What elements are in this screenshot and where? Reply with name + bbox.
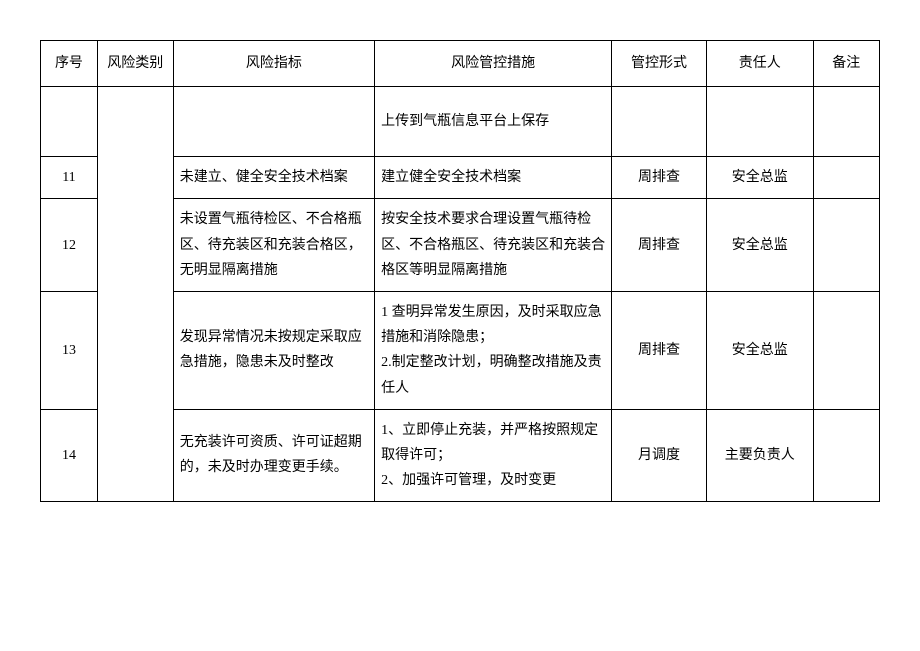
cell-measure: 1、立即停止充装，并严格按照规定取得许可；2、加强许可管理，及时变更: [375, 409, 612, 502]
col-header-responsible: 责任人: [706, 41, 813, 87]
cell-form: 周排查: [612, 199, 707, 292]
cell-responsible: 安全总监: [706, 199, 813, 292]
cell-measure: 1 查明异常发生原因，及时采取应急措施和消除隐患；2.制定整改计划，明确整改措施…: [375, 291, 612, 409]
cell-form: 周排查: [612, 291, 707, 409]
table-row: 上传到气瓶信息平台上保存: [41, 87, 880, 157]
cell-form: [612, 87, 707, 157]
col-header-note: 备注: [813, 41, 879, 87]
cell-note: [813, 87, 879, 157]
cell-note: [813, 157, 879, 199]
cell-form: 周排查: [612, 157, 707, 199]
cell-note: [813, 291, 879, 409]
cell-indicator: [173, 87, 374, 157]
cell-indicator: 无充装许可资质、许可证超期的，未及时办理变更手续。: [173, 409, 374, 502]
cell-measure: 按安全技术要求合理设置气瓶待检区、不合格瓶区、待充装区和充装合格区等明显隔离措施: [375, 199, 612, 292]
cell-measure: 建立健全安全技术档案: [375, 157, 612, 199]
cell-note: [813, 199, 879, 292]
cell-seq: 14: [41, 409, 98, 502]
risk-table: 序号 风险类别 风险指标 风险管控措施 管控形式 责任人 备注 上传到气瓶信息平…: [40, 40, 880, 502]
col-header-seq: 序号: [41, 41, 98, 87]
cell-indicator: 未建立、健全安全技术档案: [173, 157, 374, 199]
table-header-row: 序号 风险类别 风险指标 风险管控措施 管控形式 责任人 备注: [41, 41, 880, 87]
cell-seq: 12: [41, 199, 98, 292]
cell-measure: 上传到气瓶信息平台上保存: [375, 87, 612, 157]
cell-responsible: 安全总监: [706, 157, 813, 199]
col-header-form: 管控形式: [612, 41, 707, 87]
cell-seq: 13: [41, 291, 98, 409]
col-header-indicator: 风险指标: [173, 41, 374, 87]
cell-note: [813, 409, 879, 502]
cell-form: 月调度: [612, 409, 707, 502]
cell-responsible: 安全总监: [706, 291, 813, 409]
cell-responsible: [706, 87, 813, 157]
cell-seq: [41, 87, 98, 157]
col-header-measure: 风险管控措施: [375, 41, 612, 87]
cell-indicator: 未设置气瓶待检区、不合格瓶区、待充装区和充装合格区，无明显隔离措施: [173, 199, 374, 292]
col-header-category: 风险类别: [97, 41, 173, 87]
cell-indicator: 发现异常情况未按规定采取应急措施，隐患未及时整改: [173, 291, 374, 409]
cell-responsible: 主要负责人: [706, 409, 813, 502]
cell-seq: 11: [41, 157, 98, 199]
cell-category-merged: [97, 87, 173, 502]
